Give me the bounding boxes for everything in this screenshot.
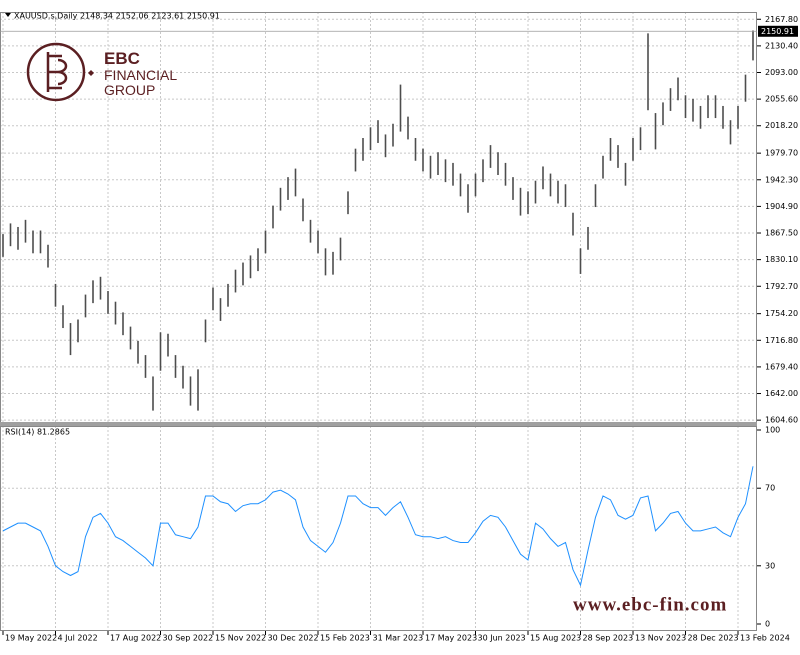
y-tick-label: 100 xyxy=(765,426,780,435)
y-tick-label: 30 xyxy=(765,561,775,570)
x-tick-label: 13 Nov 2023 xyxy=(635,634,686,643)
y-tick-label: 1604.60 xyxy=(765,416,798,425)
x-tick-label: 13 Feb 2024 xyxy=(740,634,790,643)
x-tick-label: 4 Jul 2022 xyxy=(58,634,98,643)
x-tick-label: 30 Sep 2022 xyxy=(163,634,214,643)
logo-mark xyxy=(46,52,68,92)
x-tick-label: 15 Nov 2022 xyxy=(215,634,266,643)
watermark: www.ebc-fin.com xyxy=(573,594,727,615)
y-tick-label: 2130.40 xyxy=(765,41,798,50)
logo-text: EBC xyxy=(104,49,140,68)
last-price-box xyxy=(758,25,798,37)
x-tick-label: 15 Aug 2023 xyxy=(530,634,581,643)
y-tick-label: 1979.70 xyxy=(765,149,798,158)
rsi-line xyxy=(2,466,754,587)
rsi-title: RSI(14) 81.2865 xyxy=(5,428,70,437)
y-tick-label: 0 xyxy=(765,620,770,629)
x-tick-label: 30 Jun 2023 xyxy=(478,634,526,643)
logo: EBC FINANCIAL GROUP xyxy=(26,42,177,102)
x-tick-label: 31 Mar 2023 xyxy=(373,634,424,643)
y-tick-label: 1642.00 xyxy=(765,389,798,398)
logo-ring xyxy=(26,42,86,102)
y-tick-label: 1679.40 xyxy=(765,362,798,371)
x-tick-label: 30 Dec 2022 xyxy=(268,634,319,643)
x-tick-label: 28 Sep 2023 xyxy=(583,634,634,643)
y-tick-label: 1904.90 xyxy=(765,202,798,211)
price-title: XAUUSD.s,Daily 2148.34 2152.06 2123.61 2… xyxy=(14,12,220,21)
y-tick-label: 1942.30 xyxy=(765,175,798,184)
logo-text: GROUP xyxy=(104,82,155,98)
y-tick-label: 70 xyxy=(765,484,775,493)
y-tick-label: 2055.60 xyxy=(765,95,798,104)
y-tick-label: 1867.50 xyxy=(765,229,798,238)
x-tick-label: 17 May 2023 xyxy=(425,634,477,643)
y-tick-label: 1830.10 xyxy=(765,255,798,264)
logo-text: FINANCIAL xyxy=(104,67,177,83)
y-tick-label: 1716.80 xyxy=(765,336,798,345)
menu-triangle xyxy=(5,13,11,17)
x-tick-label: 17 Aug 2022 xyxy=(110,634,161,643)
x-tick-label: 28 Dec 2023 xyxy=(688,634,739,643)
last-price-label: 2150.91 xyxy=(761,27,794,36)
x-tick-label: 15 Feb 2023 xyxy=(320,634,370,643)
logo-diamond xyxy=(88,70,94,76)
x-tick-label: 19 May 2022 xyxy=(5,634,57,643)
y-tick-label: 1792.70 xyxy=(765,282,798,291)
y-tick-label: 1754.20 xyxy=(765,309,798,318)
panel-separator xyxy=(0,422,757,426)
y-tick-label: 2167.80 xyxy=(765,15,798,24)
rsi-panel xyxy=(0,426,757,631)
y-tick-label: 2093.00 xyxy=(765,68,798,77)
y-tick-label: 2018.20 xyxy=(765,121,798,130)
